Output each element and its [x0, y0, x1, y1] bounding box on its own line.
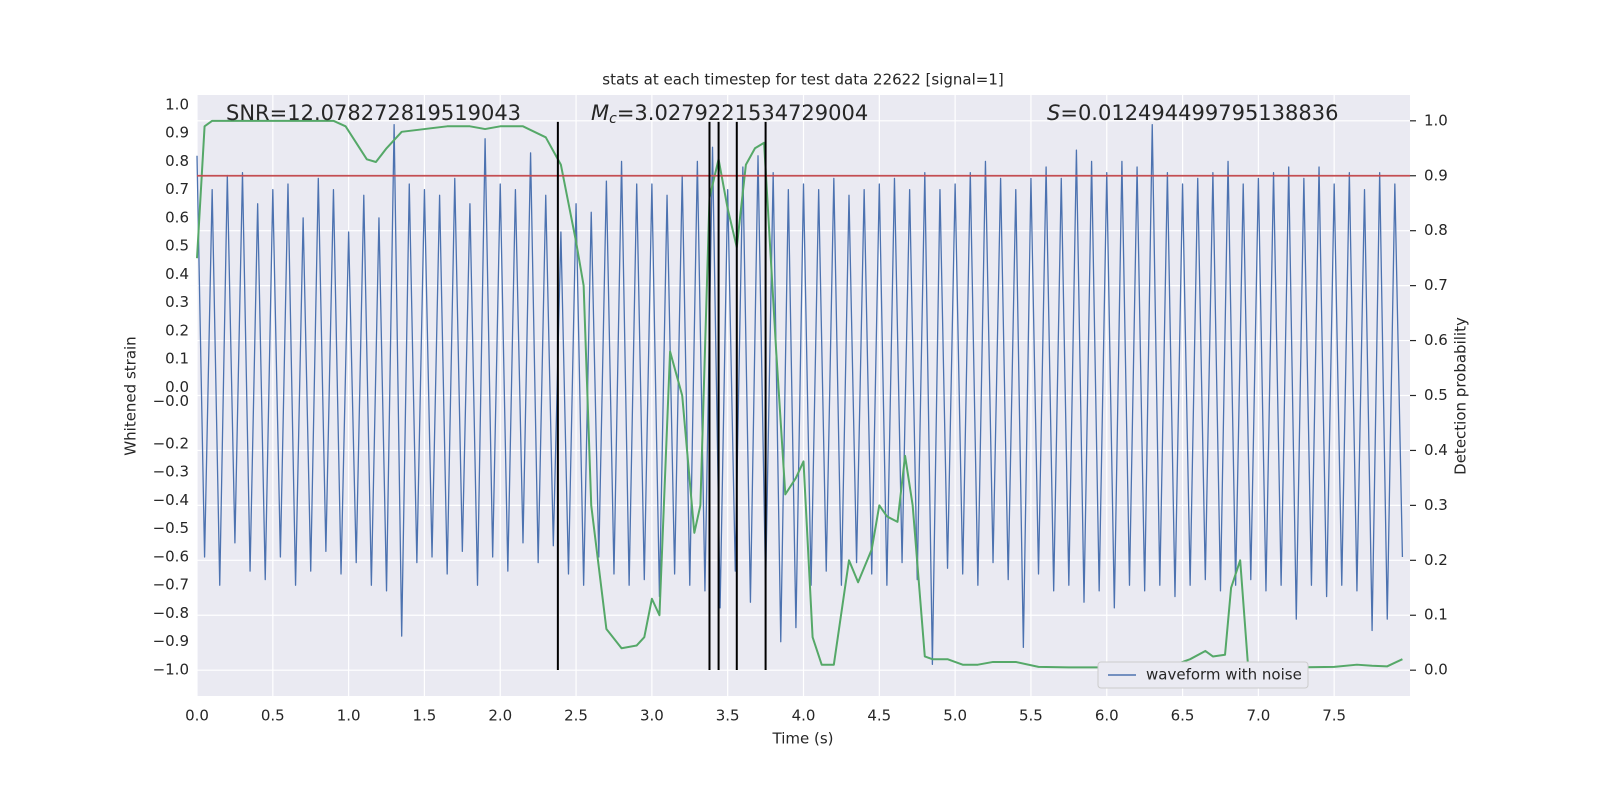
- annotation-text: =3.0279221534729004: [617, 101, 868, 125]
- x-tick-label: 7.5: [1322, 707, 1346, 725]
- x-tick-label: 0.5: [261, 707, 285, 725]
- series-line: [196, 119, 1403, 669]
- x-tick-label: 2.5: [564, 707, 588, 725]
- annotation-symbol: M: [591, 101, 609, 125]
- x-axis-label: Time (s): [772, 730, 834, 748]
- y-tick-label: −0.6: [153, 547, 189, 565]
- x-tick-label: 4.0: [792, 707, 816, 725]
- x-tick-label: 7.0: [1246, 707, 1270, 725]
- y2-tick-label: 0.2: [1424, 551, 1448, 569]
- y2-axis-label: Detection probability: [1452, 317, 1470, 475]
- y-axis-label: Whitened strain: [122, 336, 140, 455]
- y-tick-label: 0.4: [165, 265, 189, 283]
- y-tick-label: 1.0: [165, 95, 189, 113]
- y-tick-label: −0.4: [153, 491, 189, 509]
- y-tick-label: −0.7: [153, 576, 189, 594]
- y-tick-label: 0.0: [165, 378, 189, 396]
- y-tick-label: 0.3: [165, 293, 189, 311]
- series-line: [196, 124, 1404, 665]
- x-tick-label: 5.0: [943, 707, 967, 725]
- y-tick-label: 0.8: [165, 152, 189, 170]
- y-tick-label: −1.0: [153, 661, 189, 679]
- x-tick-label: 1.0: [337, 707, 361, 725]
- legend-label: waveform with noise: [1146, 666, 1302, 684]
- x-tick-label: 6.0: [1095, 707, 1119, 725]
- y-tick-label: −0.5: [153, 519, 189, 537]
- x-tick-label: 0.0: [185, 707, 209, 725]
- y-tick-label: −0.0: [153, 392, 189, 410]
- y2-tick-label: 0.0: [1424, 661, 1448, 679]
- annotation-text: =0.012494499795138836: [1060, 101, 1338, 125]
- y2-tick-label: 0.7: [1424, 276, 1448, 294]
- y-tick-label: 0.7: [165, 180, 189, 198]
- y2-tick-label: 1.0: [1424, 111, 1448, 129]
- x-tick-label: 4.5: [867, 707, 891, 725]
- annotation-symbol: S: [1047, 101, 1060, 125]
- annotation: SNR=12.078272819519043: [226, 101, 521, 125]
- y2-tick-label: 0.8: [1424, 221, 1448, 239]
- y-tick-label: 0.9: [165, 124, 189, 142]
- chart-title: stats at each timestep for test data 226…: [602, 71, 1003, 89]
- y-tick-label: −0.8: [153, 604, 189, 622]
- y-tick-label: −0.9: [153, 632, 189, 650]
- y2-tick-label: 0.1: [1424, 606, 1448, 624]
- annotation: Mc=3.0279221534729004: [591, 101, 868, 127]
- y-tick-label: 0.2: [165, 321, 189, 339]
- y2-tick-label: 0.5: [1424, 386, 1448, 404]
- x-tick-label: 6.5: [1171, 707, 1195, 725]
- legend-box: [1097, 661, 1309, 689]
- x-tick-label: 1.5: [413, 707, 437, 725]
- annotation-subscript: c: [609, 111, 617, 127]
- y-tick-label: 0.1: [165, 350, 189, 368]
- y-tick-label: −0.2: [153, 434, 189, 452]
- y2-tick-label: 0.3: [1424, 496, 1448, 514]
- y-tick-label: −0.3: [153, 463, 189, 481]
- annotation: S=0.012494499795138836: [1047, 101, 1338, 125]
- annotation-text: SNR=12.078272819519043: [226, 101, 521, 125]
- x-tick-label: 3.0: [640, 707, 664, 725]
- y-tick-label: 0.5: [165, 237, 189, 255]
- x-tick-label: 3.5: [716, 707, 740, 725]
- y2-tick-label: 0.4: [1424, 441, 1448, 459]
- y2-tick-label: 0.6: [1424, 331, 1448, 349]
- y2-tick-label: 0.9: [1424, 166, 1448, 184]
- y-tick-label: 0.6: [165, 208, 189, 226]
- x-tick-label: 2.0: [488, 707, 512, 725]
- x-tick-label: 5.5: [1019, 707, 1043, 725]
